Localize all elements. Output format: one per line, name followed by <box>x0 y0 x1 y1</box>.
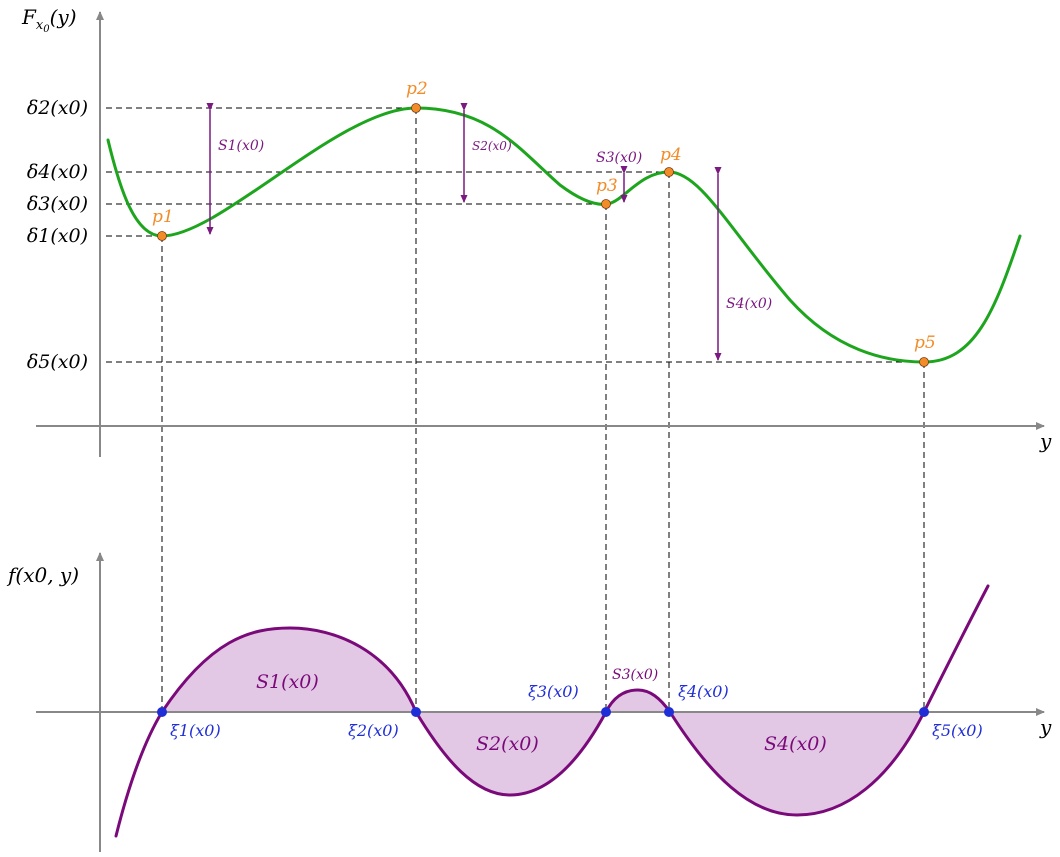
bottom-ylabel: f(x0, y) <box>6 563 79 587</box>
root-xi1 <box>157 707 167 717</box>
root-label-xi2: ξ2(x0) <box>348 721 399 740</box>
area-fill-s1 <box>162 628 416 712</box>
level-label-d3: δ3(x0) <box>27 193 88 215</box>
roots <box>157 707 929 717</box>
point-label-p4: p4 <box>660 145 682 165</box>
gap-label-s1: S1(x0) <box>218 138 264 154</box>
gap-labels: S1(x0) S2(x0) S3(x0) S4(x0) <box>218 138 772 312</box>
point-label-p2: p2 <box>406 79 428 99</box>
root-xi2 <box>411 707 421 717</box>
point-p3 <box>601 199 611 209</box>
curve-f <box>114 584 990 838</box>
gap-label-s2: S2(x0) <box>472 139 512 153</box>
gap-label-s3: S3(x0) <box>596 150 642 166</box>
top-ylabel: Fx0(y) <box>21 5 77 35</box>
point-label-p3: p3 <box>596 176 618 196</box>
gap-arrows <box>206 103 722 361</box>
dashed-guides <box>106 107 925 712</box>
root-xi4 <box>664 707 674 717</box>
point-label-p1: p1 <box>152 207 174 227</box>
point-label-p5: p5 <box>914 333 936 353</box>
critical-points <box>157 103 929 367</box>
top-xlabel: y <box>1039 429 1052 453</box>
area-label-s4: S4(x0) <box>764 733 827 755</box>
gap-label-s4: S4(x0) <box>726 296 772 312</box>
point-p2 <box>411 103 421 113</box>
root-label-xi4: ξ4(x0) <box>678 682 729 701</box>
area-label-s3: S3(x0) <box>612 667 658 683</box>
point-p1 <box>157 231 167 241</box>
point-labels: p1 p2 p3 p4 p5 <box>152 79 936 353</box>
point-p4 <box>664 167 674 177</box>
root-label-xi5: ξ5(x0) <box>932 721 983 740</box>
point-p5 <box>919 357 929 367</box>
level-label-d5: δ5(x0) <box>27 351 88 373</box>
root-labels: ξ1(x0) ξ2(x0) ξ3(x0) ξ4(x0) ξ5(x0) <box>170 682 983 740</box>
level-label-d4: δ4(x0) <box>27 161 88 183</box>
root-xi3 <box>601 707 611 717</box>
area-labels: S1(x0) S2(x0) S3(x0) S4(x0) <box>256 667 827 755</box>
level-labels: δ2(x0) δ4(x0) δ3(x0) δ1(x0) δ5(x0) <box>27 97 88 373</box>
top-axes <box>36 11 1045 457</box>
root-xi5 <box>919 707 929 717</box>
bottom-xlabel: y <box>1039 715 1052 739</box>
level-label-d1: δ1(x0) <box>27 225 88 247</box>
area-label-s2: S2(x0) <box>476 733 539 755</box>
root-label-xi1: ξ1(x0) <box>170 721 221 740</box>
bottom-axes <box>36 552 1045 852</box>
level-label-d2: δ2(x0) <box>27 97 88 119</box>
root-label-xi3: ξ3(x0) <box>528 682 579 701</box>
area-label-s1: S1(x0) <box>256 671 319 693</box>
